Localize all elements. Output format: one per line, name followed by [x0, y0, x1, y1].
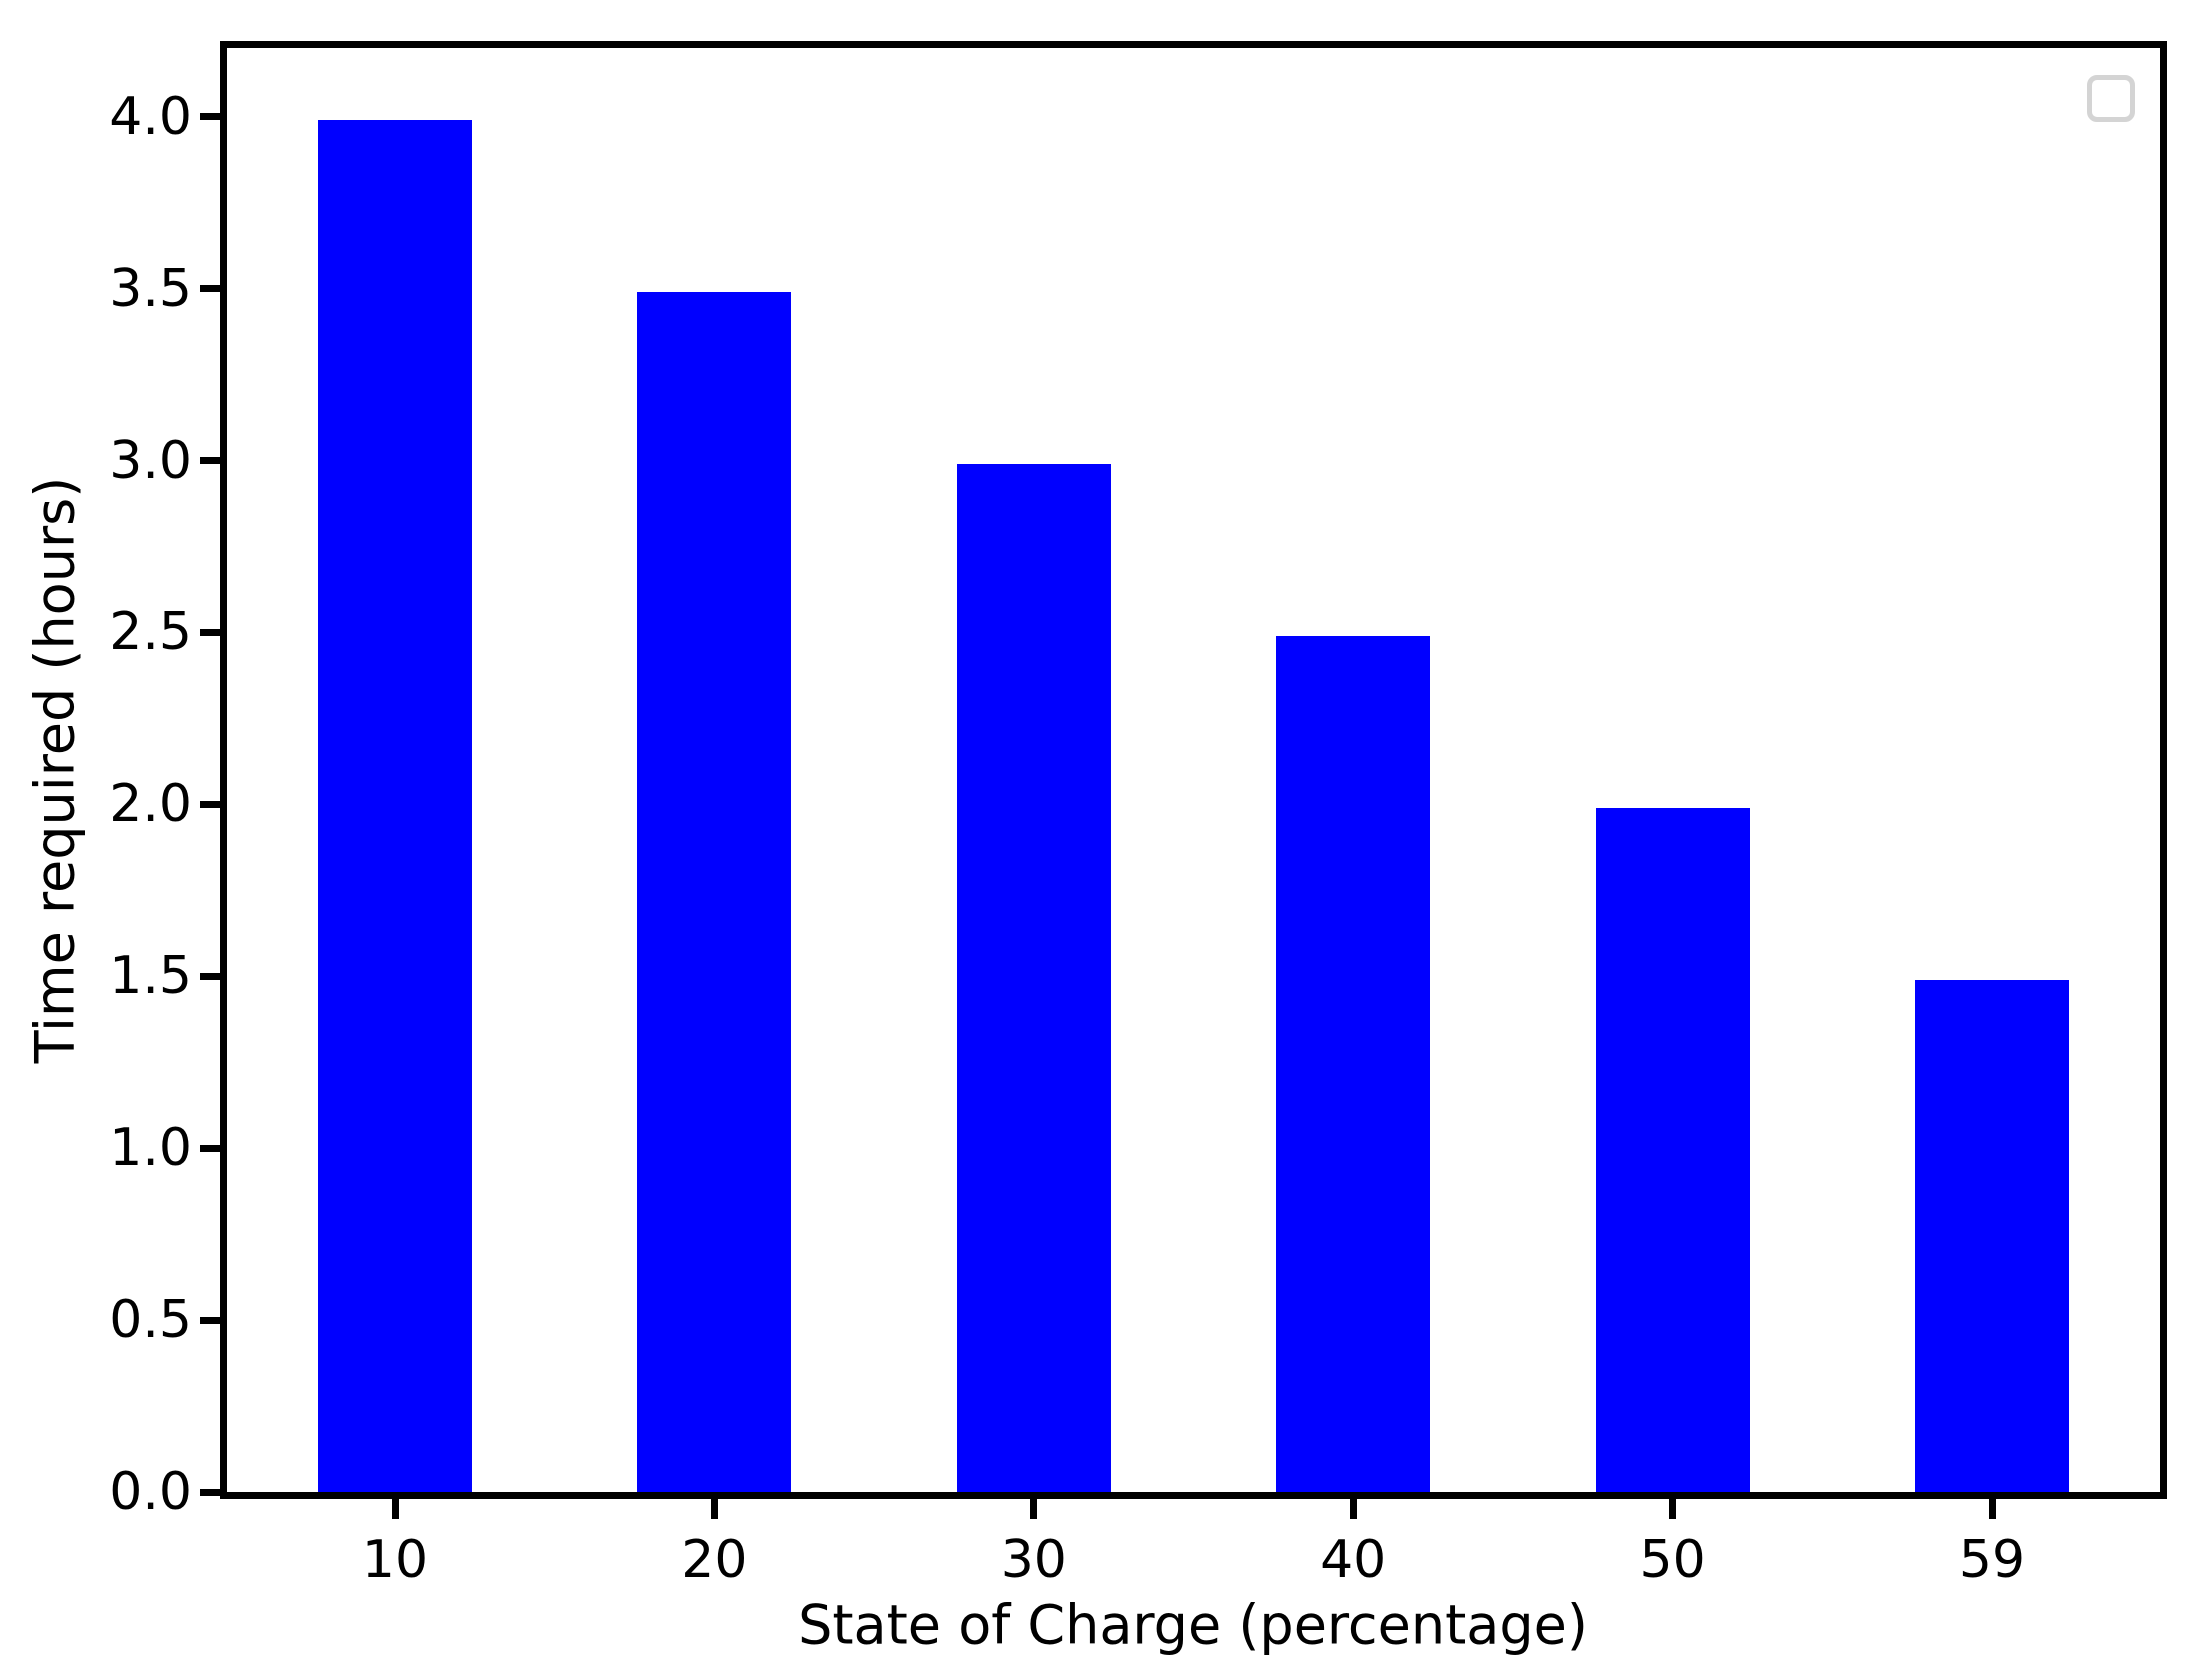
y-tick-label: 2.5	[109, 602, 192, 663]
x-tick-mark	[1988, 1499, 1996, 1519]
x-tick-label: 30	[1000, 1530, 1067, 1590]
x-tick-mark	[1349, 1499, 1357, 1519]
y-tick-label: 1.0	[109, 1118, 192, 1179]
y-tick-mark	[200, 285, 220, 293]
bar	[1915, 979, 2069, 1492]
x-tick-mark	[391, 1499, 399, 1519]
plot-area: 0.0 0.5 1.0 1.5 2.0 2.5 3.0 3.5 4.0 10 20 30 40 50 59	[109, 41, 2167, 1586]
bar	[318, 120, 472, 1492]
bar	[1276, 635, 1431, 1492]
y-tick-mark	[200, 800, 220, 808]
y-tick-mark	[200, 457, 220, 465]
bar	[637, 292, 792, 1492]
y-tick-label: 1.5	[109, 946, 192, 1007]
y-tick-mark	[200, 1316, 220, 1324]
y-tick-mark	[200, 113, 220, 121]
y-tick-mark	[200, 1144, 220, 1152]
y-tick-mark	[200, 972, 220, 980]
y-tick-label: 0.0	[109, 1462, 192, 1522]
x-axis-label: State of Charge (percentage)	[798, 1593, 1588, 1657]
x-tick-label: 40	[1320, 1530, 1387, 1590]
y-tick-mark	[200, 628, 220, 636]
x-tick-label: 59	[1958, 1530, 2026, 1590]
y-tick-label: 3.5	[109, 258, 192, 319]
x-tick-label: 50	[1639, 1530, 1706, 1590]
x-tick-mark	[710, 1499, 718, 1519]
bar	[1595, 807, 1750, 1492]
x-tick-mark	[1669, 1499, 1677, 1519]
y-tick-label: 2.0	[109, 774, 192, 835]
legend-box	[2087, 75, 2135, 122]
y-tick-mark	[200, 1488, 220, 1496]
x-tick-label: 10	[361, 1530, 429, 1590]
bar	[956, 464, 1111, 1492]
y-tick-label: 4.0	[109, 86, 192, 147]
y-tick-label: 3.0	[109, 430, 192, 491]
y-tick-label: 0.5	[109, 1290, 192, 1351]
x-tick-label: 20	[681, 1530, 748, 1590]
x-tick-mark	[1030, 1499, 1038, 1519]
